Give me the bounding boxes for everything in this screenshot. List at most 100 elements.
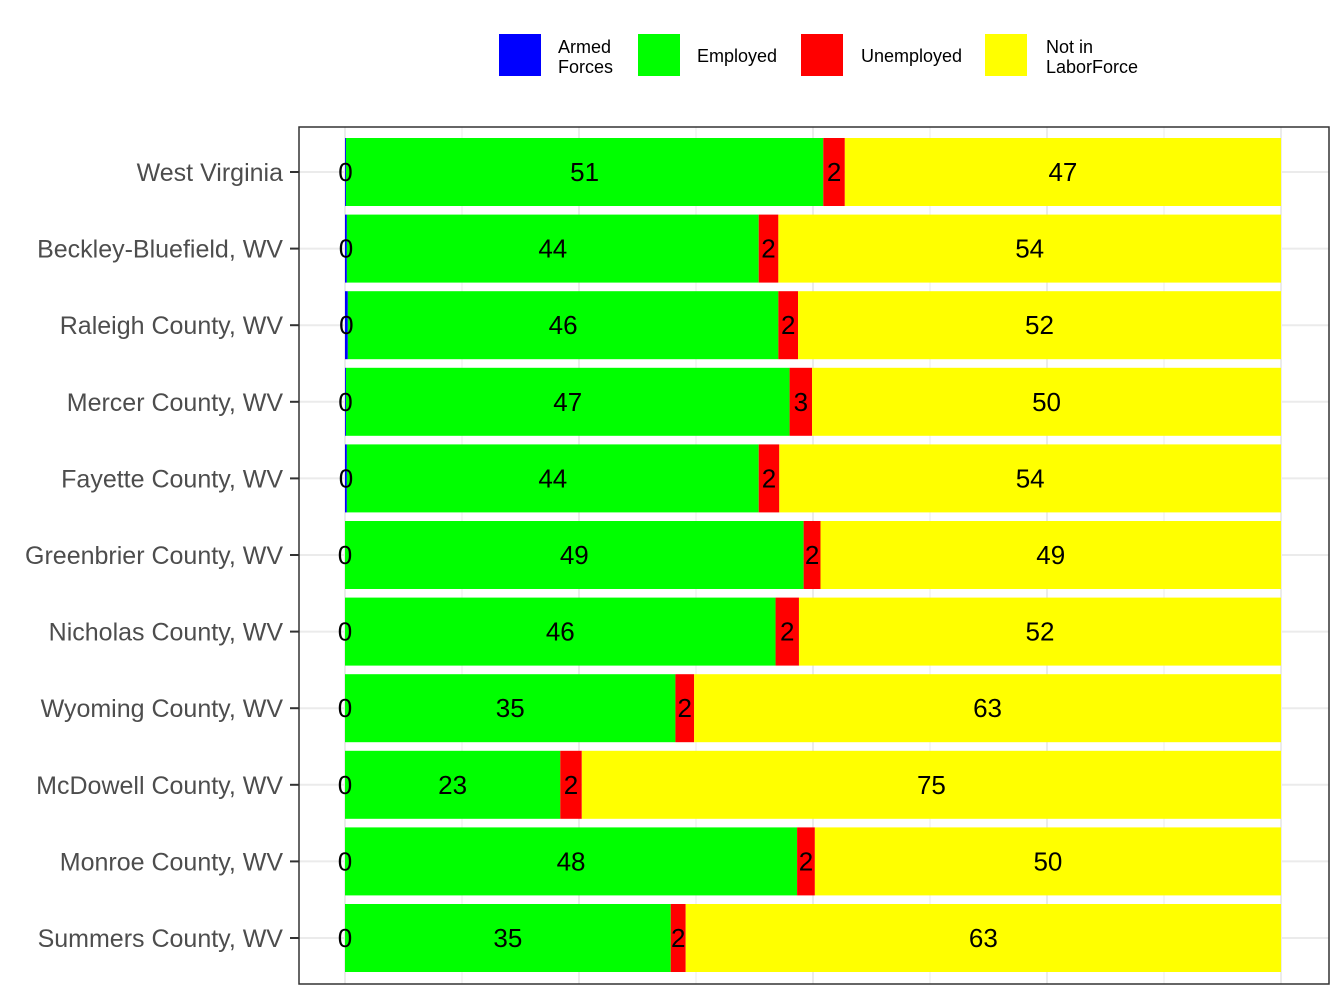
bar-segment [346,444,759,513]
segment-value-label: 63 [969,923,998,953]
segment-value-label: 47 [553,387,582,417]
segment-value-label: 2 [780,617,794,647]
y-tick-label: Wyoming County, WV [41,695,284,723]
bars [345,138,1281,972]
segment-value-label: 49 [560,540,589,570]
segment-value-label: 35 [493,923,522,953]
y-axis: West Virginia Beckley-Bluefield, WV Raleig… [25,159,299,953]
bar-segment [347,291,779,360]
bar-segment [345,674,676,743]
segment-value-label: 0 [338,846,352,876]
bar-segment [789,367,813,436]
segment-value-label: 2 [781,310,795,340]
legend-label: Employed [697,46,777,66]
segment-value-label: 52 [1025,310,1054,340]
legend-key [638,34,680,76]
bar-segment [844,138,1281,206]
bar-segment [803,521,821,589]
segment-value-label: 44 [538,234,567,264]
y-tick-label: Greenbrier County, WV [25,542,283,570]
bar-segment [812,367,1281,436]
legend-label: Not in LaborForce [1046,37,1138,77]
segment-value-label: 50 [1033,846,1062,876]
bar-segment [581,750,1281,819]
bar-segment [775,597,799,666]
segment-value-label: 2 [671,923,685,953]
bar-segment [345,291,348,360]
y-tick-label: McDowell County, WV [36,772,283,800]
bar-segment [345,521,804,589]
segment-value-label: 0 [338,540,352,570]
legend-key [499,34,541,76]
segment-value-label: 0 [339,234,353,264]
bar-segment [798,291,1281,360]
segment-value-label: 49 [1036,540,1065,570]
y-tick-label: Monroe County, WV [60,848,284,876]
bar-segment [823,138,845,206]
segment-value-label: 0 [338,617,352,647]
bar-segment [779,444,1281,513]
segment-value-label: 3 [794,387,808,417]
segment-value-label: 2 [564,770,578,800]
y-tick-label: Nicholas County, WV [49,619,284,647]
y-tick-label: West Virginia [137,159,283,187]
y-tick-label: Fayette County, WV [61,465,283,493]
y-tick-label: Summers County, WV [38,925,284,953]
bar-segment [758,444,780,513]
legend-label: Unemployed [861,46,962,66]
bar-segment [345,367,346,436]
y-tick-label: Mercer County, WV [67,389,284,417]
bar-segment [345,444,347,513]
bar-segment [346,214,759,283]
segment-value-label: 46 [549,310,578,340]
segment-value-label: 47 [1048,157,1077,187]
segment-value-label: 0 [338,770,352,800]
segment-value-label: 48 [557,846,586,876]
bar-segment [694,674,1281,743]
bar-segment [820,521,1281,589]
segment-value-label: 46 [546,617,575,647]
segment-value-label: 75 [917,770,946,800]
segment-value-label: 23 [438,770,467,800]
bar-segment [798,597,1281,666]
segment-value-label: 2 [678,693,692,723]
segment-value-label: 51 [570,157,599,187]
segment-value-label: 54 [1016,463,1045,493]
bar-segment [814,827,1281,896]
bar-segment [345,138,824,206]
bar-segment [345,214,347,283]
segment-labels: 0 51 2 470 44 2 540 46 2 520 47 3 500 44 2 540 49 2 490 46 2… [338,157,1078,953]
bar-segment [670,904,686,972]
segment-value-label: 35 [496,693,525,723]
y-tick-label: Raleigh County, WV [60,312,284,340]
segment-value-label: 0 [338,157,352,187]
segment-value-label: 0 [338,693,352,723]
segment-value-label: 2 [762,463,776,493]
segment-value-label: 0 [339,463,353,493]
bar-segment [778,214,1281,283]
bar-segment [345,750,561,819]
bar-segment [345,827,798,896]
segment-value-label: 44 [538,463,567,493]
legend: Armed Forces Employed Unemployed Not in Labor… [499,34,1138,77]
segment-value-label: 52 [1026,617,1055,647]
segment-value-label: 2 [761,234,775,264]
segment-value-label: 2 [805,540,819,570]
segment-value-label: 0 [338,387,352,417]
segment-value-label: 2 [827,157,841,187]
legend-key [985,34,1027,76]
bar-segment [685,904,1281,972]
segment-value-label: 63 [973,693,1002,723]
bar-segment [560,750,582,819]
segment-value-label: 0 [338,923,352,953]
segment-value-label: 2 [799,846,813,876]
bar-segment [345,367,790,436]
segment-value-label: 54 [1015,234,1044,264]
y-tick-label: Beckley-Bluefield, WV [37,236,283,264]
bar-segment [758,214,779,283]
bar-segment [797,827,815,896]
legend-label: Armed Forces [558,37,613,77]
bar-segment [345,904,671,972]
bar-segment [675,674,695,743]
